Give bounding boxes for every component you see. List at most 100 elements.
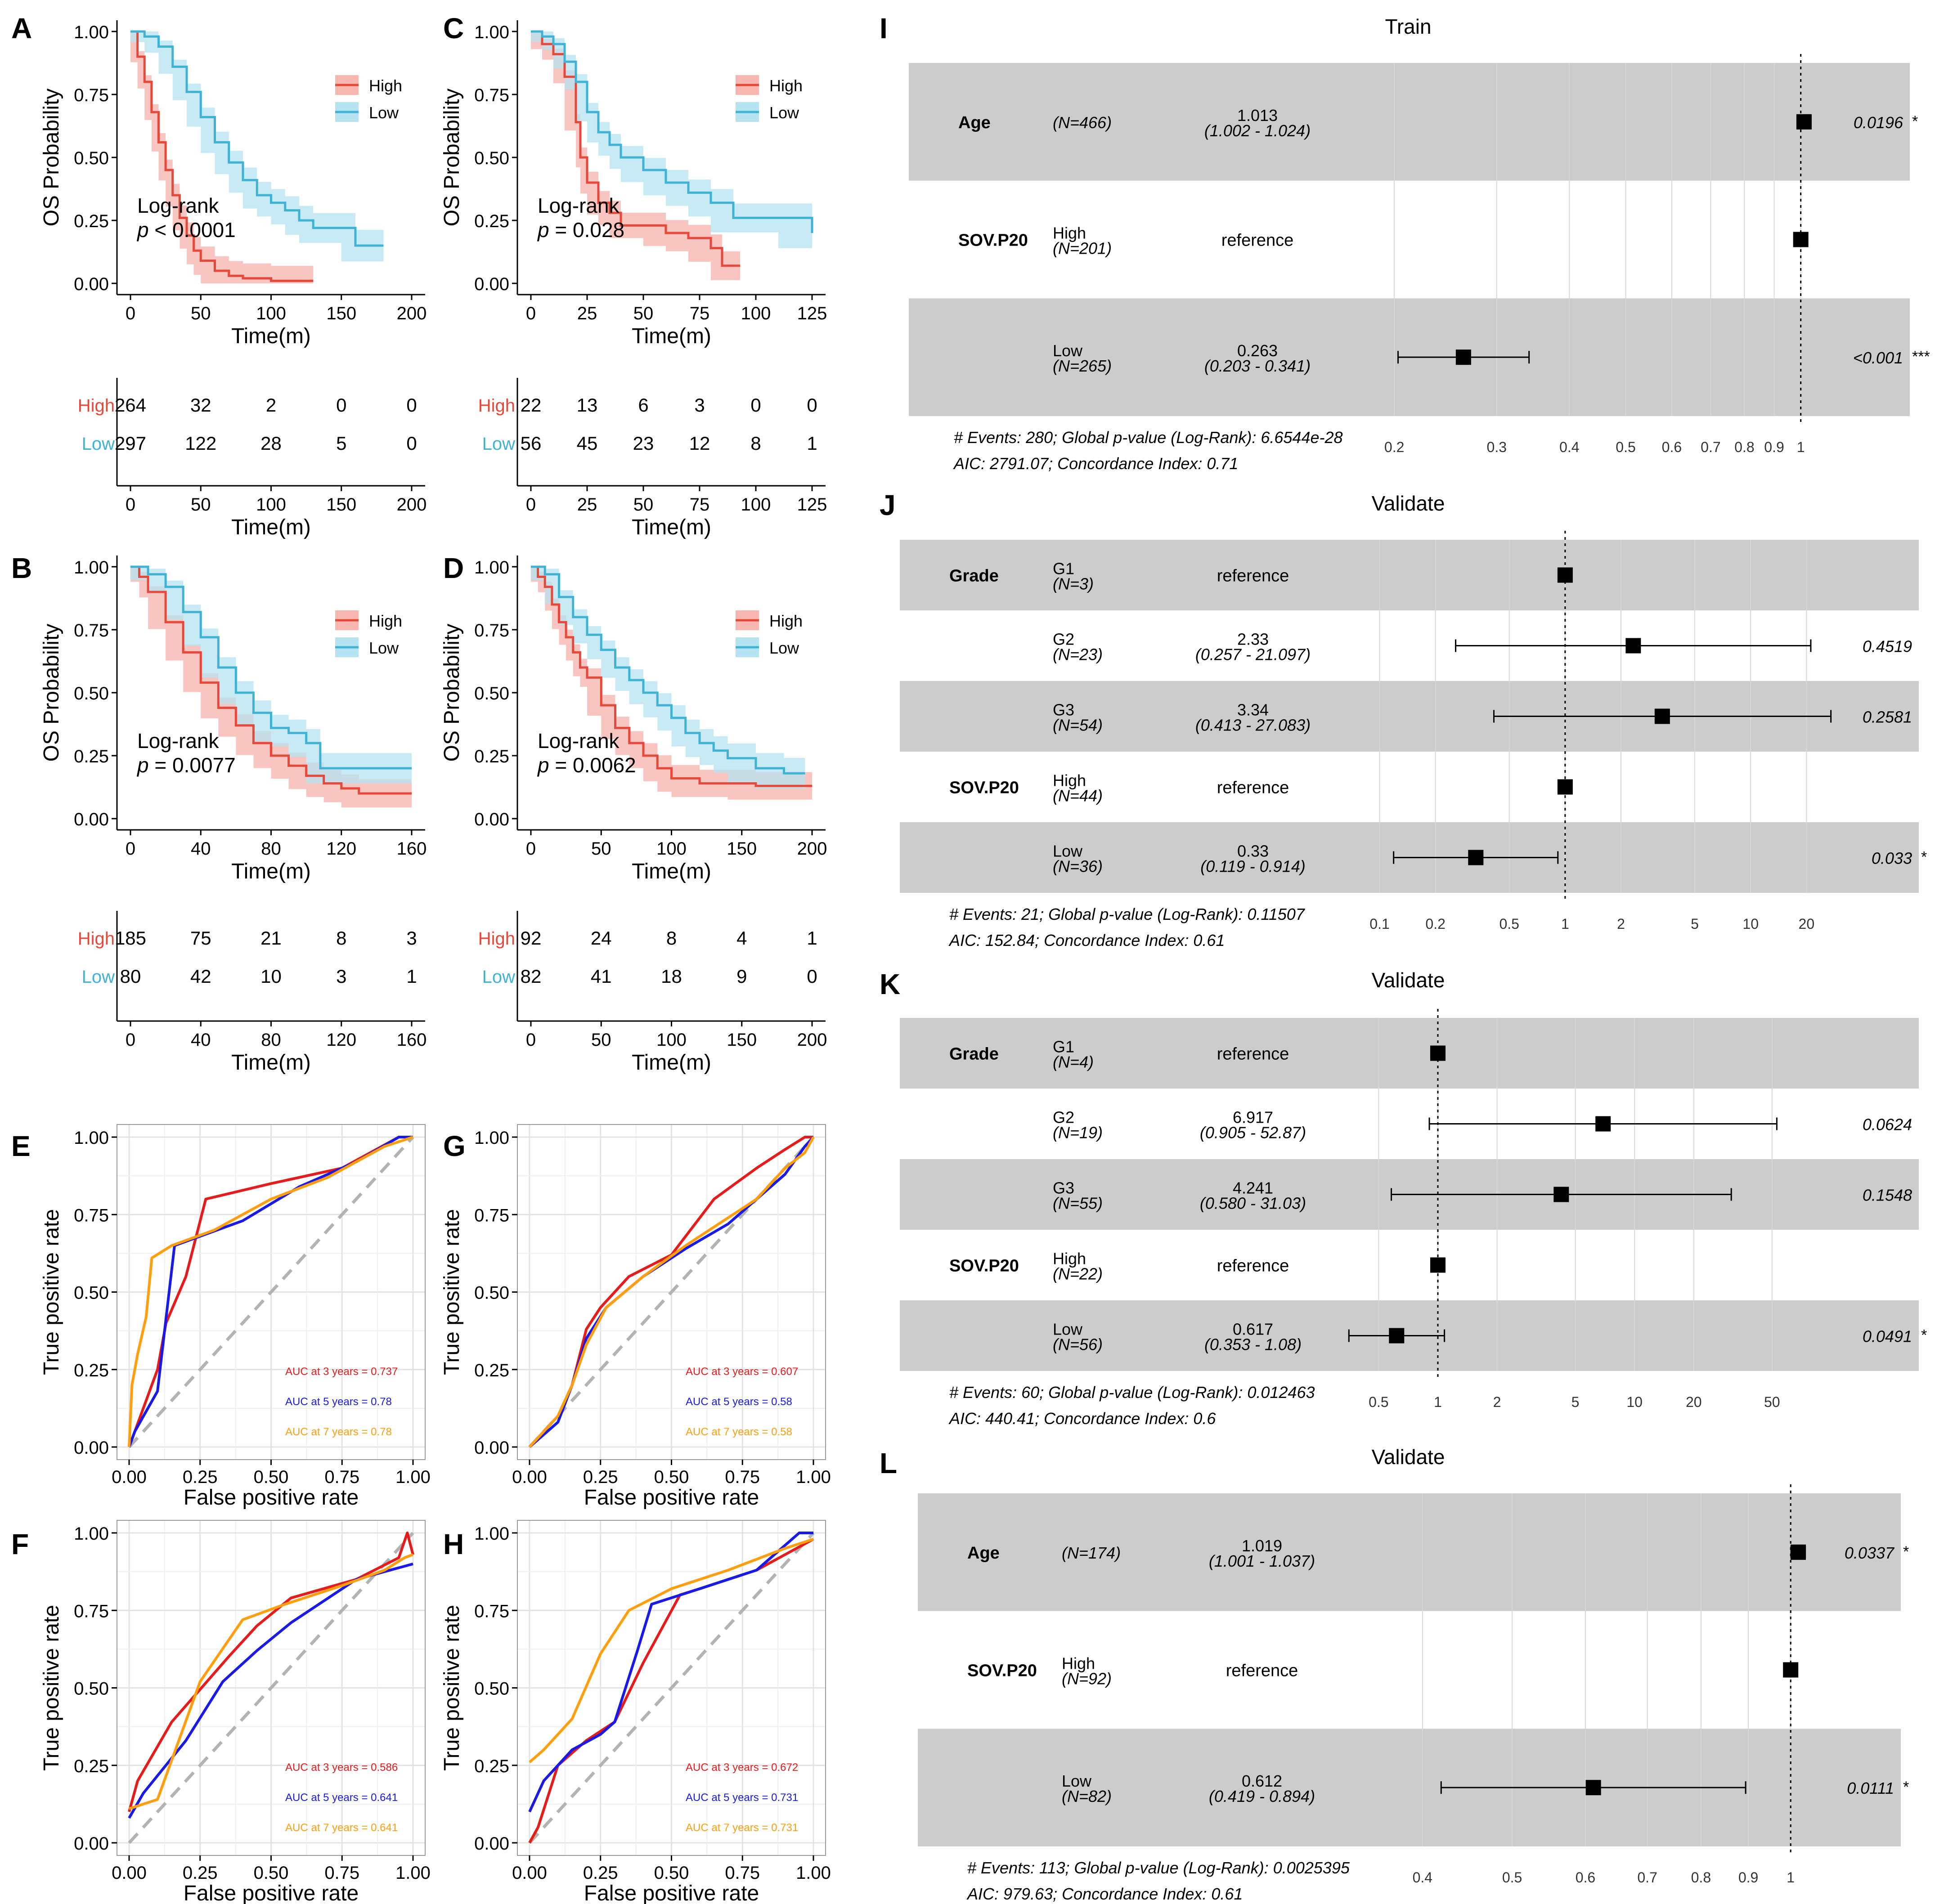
risk-count-low: 10 bbox=[260, 966, 282, 987]
survival-curve-high bbox=[531, 30, 740, 267]
n-label: (N=265) bbox=[1053, 357, 1112, 375]
risk-x-axis-title: Time(m) bbox=[632, 1051, 711, 1075]
auc-label: AUC at 5 years = 0.731 bbox=[686, 1792, 798, 1804]
variable-label: SOV.P20 bbox=[967, 1662, 1037, 1680]
x-tick-label: 0.75 bbox=[324, 1863, 359, 1883]
survival-curve-high bbox=[130, 30, 314, 282]
x-tick-label: 1.00 bbox=[796, 1467, 831, 1487]
x-tick-label: 0.75 bbox=[324, 1467, 359, 1487]
x-tick-label: 120 bbox=[326, 839, 356, 859]
risk-x-tick-label: 0 bbox=[526, 1030, 536, 1050]
forest-tick-label: 0.9 bbox=[1738, 1869, 1758, 1886]
risk-count-low: 5 bbox=[336, 433, 346, 454]
forest-panel-J: Validate 0.1 0.2 0.5 1 2 5 10 20 Grade G1(N=3) refe… bbox=[900, 492, 1927, 950]
km-panel-A: 0.00 0.25 0.50 0.75 1.00 0 50 100 150 200 Time(m) O… bbox=[40, 20, 427, 348]
risk-x-tick-label: 0 bbox=[126, 495, 135, 515]
risk-x-tick-label: 150 bbox=[326, 495, 356, 515]
variable-label: Grade bbox=[949, 1045, 999, 1064]
x-tick-label: 160 bbox=[397, 839, 427, 859]
y-tick-label: 0.25 bbox=[474, 1361, 509, 1380]
x-tick-label: 1.00 bbox=[796, 1863, 831, 1883]
risk-x-tick-label: 50 bbox=[591, 1030, 611, 1050]
p-value: 0.4519 bbox=[1863, 637, 1912, 656]
y-tick-label: 0.75 bbox=[474, 1205, 509, 1225]
auc-label: AUC at 7 years = 0.58 bbox=[686, 1426, 792, 1438]
hr-marker bbox=[1625, 638, 1641, 654]
risk-count-low: 45 bbox=[577, 433, 598, 454]
hr-marker bbox=[1796, 114, 1812, 130]
x-tick-label: 1.00 bbox=[395, 1863, 431, 1883]
risk-count-high: 0 bbox=[807, 394, 817, 416]
events-summary: # Events: 280; Global p-value (Log-Rank)… bbox=[954, 428, 1343, 447]
row-band bbox=[909, 63, 1910, 181]
risk-x-tick-label: 50 bbox=[633, 495, 654, 515]
significance-star: * bbox=[1921, 849, 1927, 866]
hr-value: reference bbox=[1221, 231, 1294, 250]
risk-count-high: 8 bbox=[336, 927, 346, 949]
x-tick-label: 150 bbox=[326, 304, 356, 323]
ci-value: (0.353 - 1.08) bbox=[1204, 1335, 1302, 1354]
risk-count-high: 32 bbox=[190, 394, 211, 416]
x-tick-label: 80 bbox=[261, 839, 281, 859]
level-label: G2 bbox=[1053, 1108, 1074, 1127]
hr-marker bbox=[1783, 1662, 1799, 1678]
ci-band-low bbox=[130, 31, 384, 262]
y-tick-label: 1.00 bbox=[74, 1524, 109, 1544]
legend-label-high: High bbox=[369, 76, 402, 95]
panel-letter-J: J bbox=[880, 489, 896, 521]
y-tick-label: 0.75 bbox=[74, 1601, 109, 1621]
panel-letter-G: G bbox=[443, 1130, 466, 1162]
roc-curve-7-years bbox=[529, 1537, 814, 1764]
risk-x-tick-label: 160 bbox=[397, 1030, 427, 1050]
auc-label: AUC at 5 years = 0.58 bbox=[686, 1396, 792, 1408]
variable-label: SOV.P20 bbox=[958, 231, 1028, 250]
p-value: <0.001 bbox=[1853, 349, 1903, 367]
events-summary: # Events: 21; Global p-value (Log-Rank):… bbox=[949, 905, 1306, 923]
y-tick-label: 0.50 bbox=[474, 684, 509, 703]
hr-value: reference bbox=[1217, 567, 1289, 586]
ci-value: (1.001 - 1.037) bbox=[1209, 1552, 1315, 1570]
panel-letter-C: C bbox=[443, 12, 464, 45]
risk-x-tick-label: 125 bbox=[797, 495, 827, 515]
x-tick-label: 100 bbox=[256, 304, 286, 323]
level-label: Low bbox=[1053, 842, 1083, 860]
hr-marker bbox=[1557, 567, 1573, 583]
y-tick-label: 0.25 bbox=[74, 1756, 109, 1776]
n-label: (N=19) bbox=[1053, 1124, 1103, 1142]
p-value: 0.0111 bbox=[1847, 1779, 1894, 1797]
legend-label-low: Low bbox=[369, 103, 399, 122]
y-tick-label: 1.00 bbox=[74, 1128, 109, 1148]
survival-curve-low bbox=[130, 30, 384, 247]
logrank-pvalue: p < 0.0001 bbox=[136, 218, 236, 242]
risk-x-axis-title: Time(m) bbox=[231, 1051, 311, 1075]
logrank-label: Log-rank bbox=[137, 194, 220, 217]
y-tick-label: 0.75 bbox=[474, 1601, 509, 1621]
n-label: (N=55) bbox=[1053, 1194, 1103, 1213]
x-tick-label: 100 bbox=[741, 304, 771, 323]
legend-label-high: High bbox=[769, 612, 803, 630]
y-tick-label: 0.75 bbox=[474, 621, 509, 641]
hr-value: 6.917 bbox=[1233, 1108, 1273, 1127]
risk-x-tick-label: 100 bbox=[741, 495, 771, 515]
forest-tick-label: 0.2 bbox=[1425, 916, 1445, 932]
p-value: 0.2581 bbox=[1863, 708, 1912, 726]
x-tick-label: 150 bbox=[727, 839, 757, 859]
variable-label: Age bbox=[958, 113, 991, 132]
forest-title: Validate bbox=[1372, 492, 1445, 515]
significance-star: * bbox=[1903, 1779, 1909, 1796]
y-tick-label: 0.50 bbox=[474, 1283, 509, 1303]
y-tick-label: 0.50 bbox=[74, 1283, 109, 1303]
y-tick-label: 1.00 bbox=[474, 1524, 509, 1544]
x-tick-label: 0.25 bbox=[583, 1863, 618, 1883]
risk-count-low: 0 bbox=[807, 966, 817, 987]
n-label: (N=44) bbox=[1053, 787, 1103, 805]
auc-label: AUC at 3 years = 0.737 bbox=[285, 1366, 398, 1378]
risk-x-tick-label: 200 bbox=[797, 1030, 827, 1050]
level-label: High bbox=[1053, 1250, 1086, 1268]
ci-value: (1.002 - 1.024) bbox=[1204, 121, 1311, 140]
x-tick-label: 0.00 bbox=[512, 1863, 547, 1883]
forest-tick-label: 20 bbox=[1799, 916, 1815, 932]
risk-count-high: 0 bbox=[406, 394, 417, 416]
x-tick-label: 0 bbox=[126, 839, 135, 859]
